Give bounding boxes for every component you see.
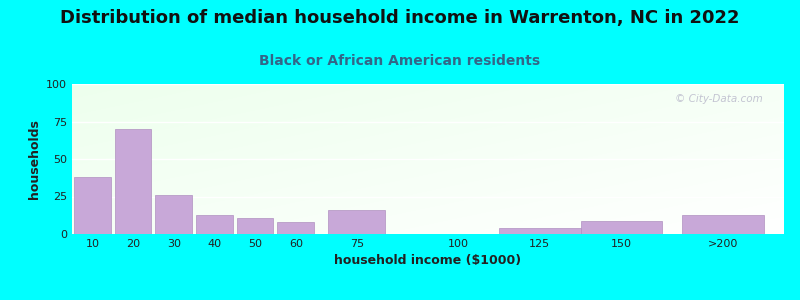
Bar xyxy=(237,218,274,234)
Bar xyxy=(74,177,110,234)
Bar xyxy=(328,210,386,234)
Bar xyxy=(499,228,581,234)
Y-axis label: households: households xyxy=(27,119,41,199)
Text: Black or African American residents: Black or African American residents xyxy=(259,54,541,68)
Bar xyxy=(196,214,233,234)
Bar xyxy=(114,129,151,234)
X-axis label: household income ($1000): household income ($1000) xyxy=(334,254,522,267)
Bar xyxy=(581,220,662,234)
Bar xyxy=(682,214,764,234)
Text: © City-Data.com: © City-Data.com xyxy=(675,94,762,104)
Text: Distribution of median household income in Warrenton, NC in 2022: Distribution of median household income … xyxy=(60,9,740,27)
Bar xyxy=(155,195,192,234)
Bar xyxy=(278,222,314,234)
